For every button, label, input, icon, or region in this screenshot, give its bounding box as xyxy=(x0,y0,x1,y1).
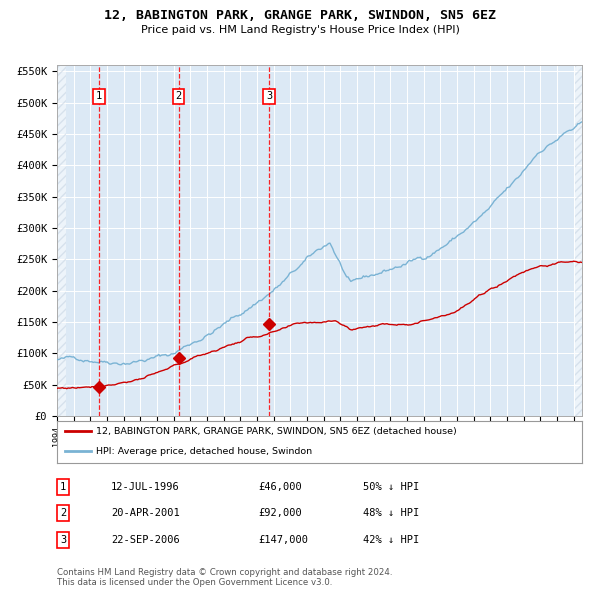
Text: 3: 3 xyxy=(60,535,66,545)
Text: Price paid vs. HM Land Registry's House Price Index (HPI): Price paid vs. HM Land Registry's House … xyxy=(140,25,460,35)
Text: 20-APR-2001: 20-APR-2001 xyxy=(111,509,180,518)
Bar xyxy=(575,65,582,416)
Text: 1: 1 xyxy=(60,482,66,491)
Text: 1: 1 xyxy=(96,91,102,101)
Bar xyxy=(57,65,66,416)
Text: 2: 2 xyxy=(176,91,182,101)
Text: 48% ↓ HPI: 48% ↓ HPI xyxy=(363,509,419,518)
Text: 2: 2 xyxy=(60,509,66,518)
Text: 50% ↓ HPI: 50% ↓ HPI xyxy=(363,482,419,491)
Text: £46,000: £46,000 xyxy=(258,482,302,491)
Text: 22-SEP-2006: 22-SEP-2006 xyxy=(111,535,180,545)
Text: 12, BABINGTON PARK, GRANGE PARK, SWINDON, SN5 6EZ (detached house): 12, BABINGTON PARK, GRANGE PARK, SWINDON… xyxy=(97,427,457,436)
Text: 42% ↓ HPI: 42% ↓ HPI xyxy=(363,535,419,545)
Text: 12, BABINGTON PARK, GRANGE PARK, SWINDON, SN5 6EZ: 12, BABINGTON PARK, GRANGE PARK, SWINDON… xyxy=(104,9,496,22)
Text: Contains HM Land Registry data © Crown copyright and database right 2024.
This d: Contains HM Land Registry data © Crown c… xyxy=(57,568,392,587)
Text: £147,000: £147,000 xyxy=(258,535,308,545)
Text: HPI: Average price, detached house, Swindon: HPI: Average price, detached house, Swin… xyxy=(97,447,313,455)
Text: £92,000: £92,000 xyxy=(258,509,302,518)
Text: 3: 3 xyxy=(266,91,272,101)
Text: 12-JUL-1996: 12-JUL-1996 xyxy=(111,482,180,491)
